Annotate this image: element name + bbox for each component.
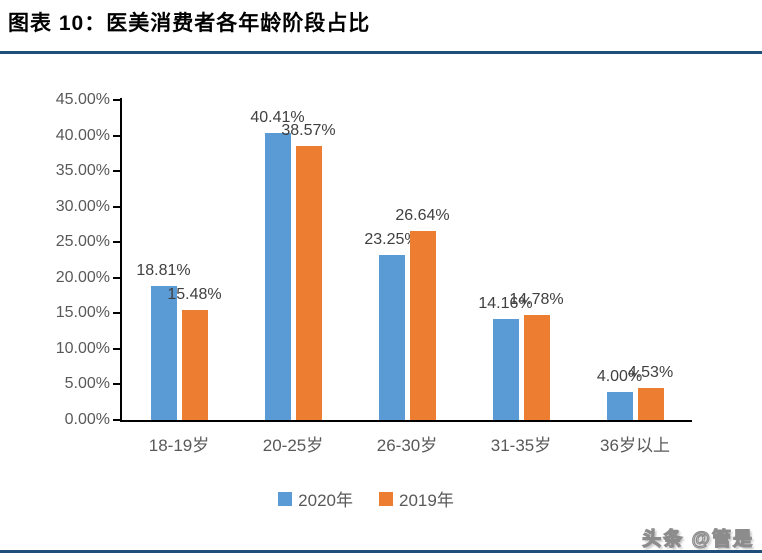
y-tick-label: 15.00%: [55, 304, 110, 322]
y-tick-mark: [113, 134, 120, 137]
value-label: 15.48%: [167, 285, 222, 303]
legend-swatch-2019: [379, 491, 393, 506]
y-tick-label: 45.00%: [55, 91, 110, 108]
y-tick-mark: [113, 205, 120, 208]
y-tick-mark: [113, 312, 120, 315]
legend-item-2019: 2019年: [379, 486, 454, 511]
bar-series-1: [409, 230, 436, 420]
bottom-divider: [0, 550, 762, 553]
value-label: 38.57%: [281, 121, 336, 139]
bar-series-0: [492, 319, 519, 420]
y-tick-label: 20.00%: [55, 268, 110, 286]
y-tick-mark: [113, 347, 120, 350]
value-label: 18.81%: [136, 262, 191, 280]
value-label: 23.25%: [364, 230, 419, 248]
y-tick-label: 5.00%: [64, 375, 110, 393]
value-label: 14.78%: [509, 290, 564, 308]
y-tick-label: 25.00%: [55, 233, 110, 251]
value-label: 4.00%: [596, 367, 643, 385]
x-axis-label: 20-25岁: [262, 436, 324, 455]
x-axis-label: 26-30岁: [376, 436, 438, 455]
value-label: 14.16%: [478, 295, 533, 313]
bar-series-0: [264, 132, 291, 420]
y-tick-mark: [113, 170, 120, 173]
title-underline: [0, 51, 762, 54]
value-label: 40.41%: [250, 108, 305, 126]
legend-swatch-2020: [278, 491, 293, 506]
bar-series-0: [150, 286, 177, 420]
bar-series-1: [181, 309, 208, 420]
bar-series-0: [378, 254, 405, 420]
y-tick-label: 40.00%: [55, 126, 110, 144]
y-tick-mark: [113, 99, 120, 101]
legend: 2020年 2019年: [0, 486, 732, 511]
value-label: 4.53%: [627, 363, 674, 381]
x-axis-label: 36岁以上: [600, 436, 670, 455]
y-tick-label: 0.00%: [64, 411, 110, 428]
bar-series-0: [606, 391, 633, 420]
value-label: 26.64%: [395, 206, 450, 224]
x-axis-label: 31-35岁: [490, 436, 552, 455]
bar-series-1: [637, 387, 664, 420]
y-tick-label: 35.00%: [55, 162, 110, 180]
bar-series-1: [523, 314, 550, 420]
y-tick-label: 30.00%: [55, 197, 110, 215]
page-title: 图表 10：医美消费者各年龄阶段占比: [8, 12, 371, 35]
watermark: 头条 @管是: [642, 528, 754, 550]
y-axis-line: [120, 98, 122, 420]
x-axis-label: 18-19岁: [148, 436, 210, 455]
x-axis-line: [120, 420, 692, 422]
y-tick-label: 10.00%: [55, 339, 110, 357]
legend-item-2020: 2020年: [278, 486, 353, 511]
y-tick-mark: [113, 419, 120, 421]
y-tick-mark: [113, 276, 120, 279]
bar-series-1: [295, 145, 322, 420]
y-tick-mark: [113, 383, 120, 386]
legend-label-2019: 2019年: [399, 491, 454, 510]
legend-label-2020: 2020年: [298, 491, 353, 510]
y-tick-mark: [113, 241, 120, 244]
